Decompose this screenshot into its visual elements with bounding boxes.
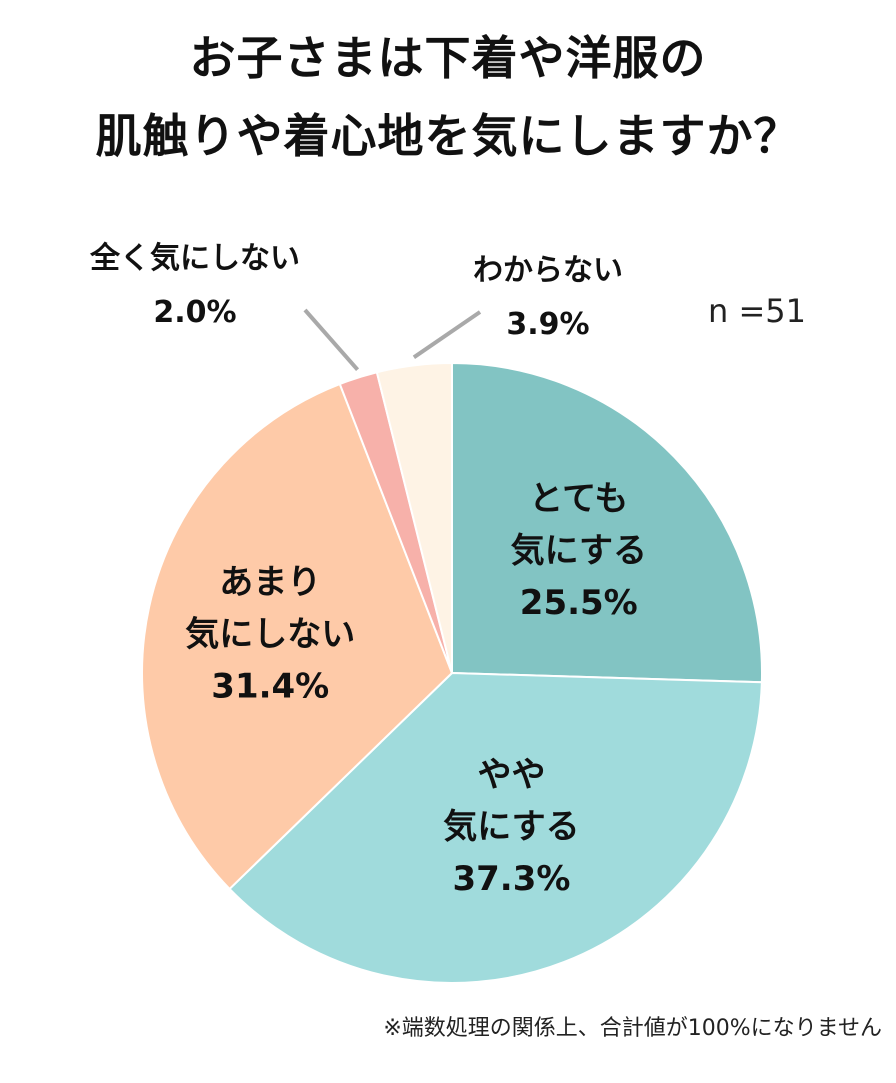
slice-label-somewhat-concerned-0: やや [477,755,545,795]
slice-label-not-very-concerned-1: 気にしない [185,614,355,654]
slice-value-unknown: 3.9% [506,307,589,342]
slice-value-not-at-all-concerned: 2.0% [153,295,236,330]
slice-value-somewhat-concerned: 37.3% [452,859,570,899]
pie-slices [141,361,763,984]
slice-value-very-concerned: 25.5% [520,583,638,623]
pie-slice-not-very-concerned [141,382,454,891]
leader-line-not-at-all-concerned [303,308,360,371]
slice-label-very-concerned-0: とても [529,479,628,519]
slice-label-very-concerned-1: 気にする [511,531,647,571]
chart-title-line-1: お子さまは下着や洋服の [189,31,707,85]
slice-label-somewhat-concerned-1: 気にする [443,807,579,847]
leader-line-unknown [412,310,482,359]
slice-value-not-very-concerned: 31.4% [211,666,329,706]
slice-label-not-very-concerned-0: あまり [219,562,321,602]
leader-lines [303,308,482,371]
sample-size-label: n =51 [708,292,806,330]
slice-label-unknown-0: わからない [473,253,623,288]
slice-label-not-at-all-concerned-0: 全く気にしない [89,241,300,276]
chart-title-line-2: 肌触りや着心地を気にしますか？ [95,109,801,163]
slice-labels: とても気にする25.5%やや気にする37.3%あまり気にしない31.4%全く気に… [89,241,647,899]
footnote: ※端数処理の関係上、合計値が100%になりません [383,1016,882,1041]
pie-slice-very-concerned [451,361,763,684]
pie-slice-unknown [375,361,453,674]
pie-slice-somewhat-concerned [228,671,763,984]
